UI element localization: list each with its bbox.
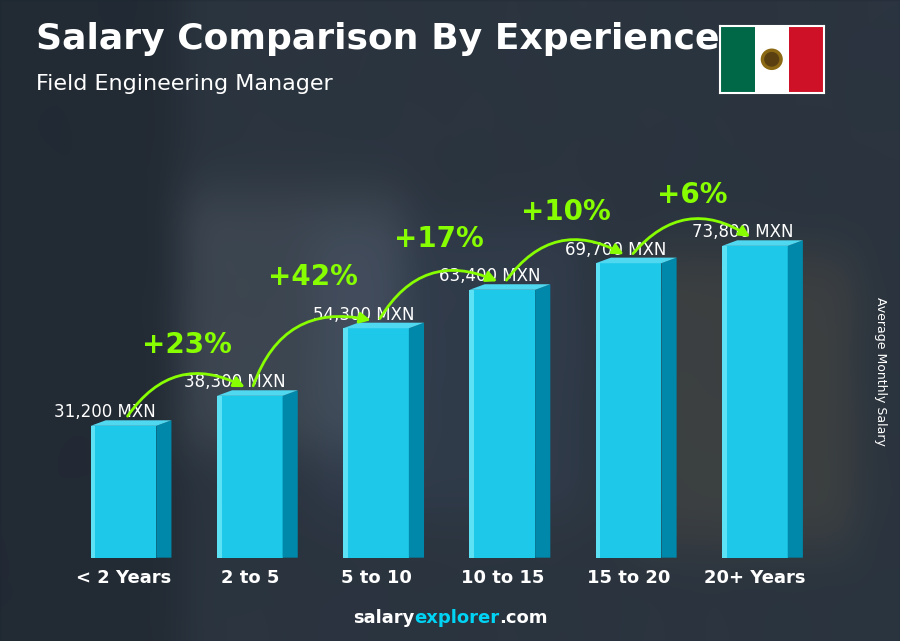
Text: salary: salary [353,609,414,627]
Text: 54,300 MXN: 54,300 MXN [312,306,414,324]
Text: +6%: +6% [656,181,727,209]
Circle shape [764,52,779,67]
Text: 73,800 MXN: 73,800 MXN [691,224,793,242]
Text: 63,400 MXN: 63,400 MXN [439,267,541,285]
Polygon shape [596,258,677,263]
Text: explorer: explorer [414,609,500,627]
Text: Salary Comparison By Experience: Salary Comparison By Experience [36,22,719,56]
Text: 69,700 MXN: 69,700 MXN [565,241,667,259]
Text: +17%: +17% [394,224,484,253]
Text: Field Engineering Manager: Field Engineering Manager [36,74,333,94]
Text: .com: .com [500,609,548,627]
Polygon shape [722,246,726,558]
Polygon shape [596,263,662,558]
Polygon shape [788,240,803,558]
Polygon shape [409,322,424,558]
Polygon shape [157,420,171,558]
Polygon shape [722,240,803,246]
Polygon shape [470,284,550,290]
Polygon shape [91,420,171,426]
Polygon shape [470,290,474,558]
Text: Average Monthly Salary: Average Monthly Salary [874,297,886,446]
Polygon shape [217,396,221,558]
Polygon shape [91,426,157,558]
Polygon shape [662,258,677,558]
Polygon shape [91,426,95,558]
Polygon shape [217,390,298,396]
Polygon shape [536,284,550,558]
Polygon shape [722,246,788,558]
Text: 31,200 MXN: 31,200 MXN [54,403,156,421]
Bar [754,26,789,93]
Text: +10%: +10% [520,198,610,226]
Text: +23%: +23% [141,331,231,359]
Polygon shape [470,290,536,558]
Text: 38,300 MXN: 38,300 MXN [184,374,285,392]
Text: +42%: +42% [268,263,358,291]
Polygon shape [283,390,298,558]
Polygon shape [343,328,347,558]
Bar [720,26,754,93]
Polygon shape [217,396,283,558]
Bar [789,26,824,93]
Polygon shape [596,263,600,558]
Polygon shape [343,328,409,558]
Circle shape [760,49,783,70]
Polygon shape [343,322,424,328]
